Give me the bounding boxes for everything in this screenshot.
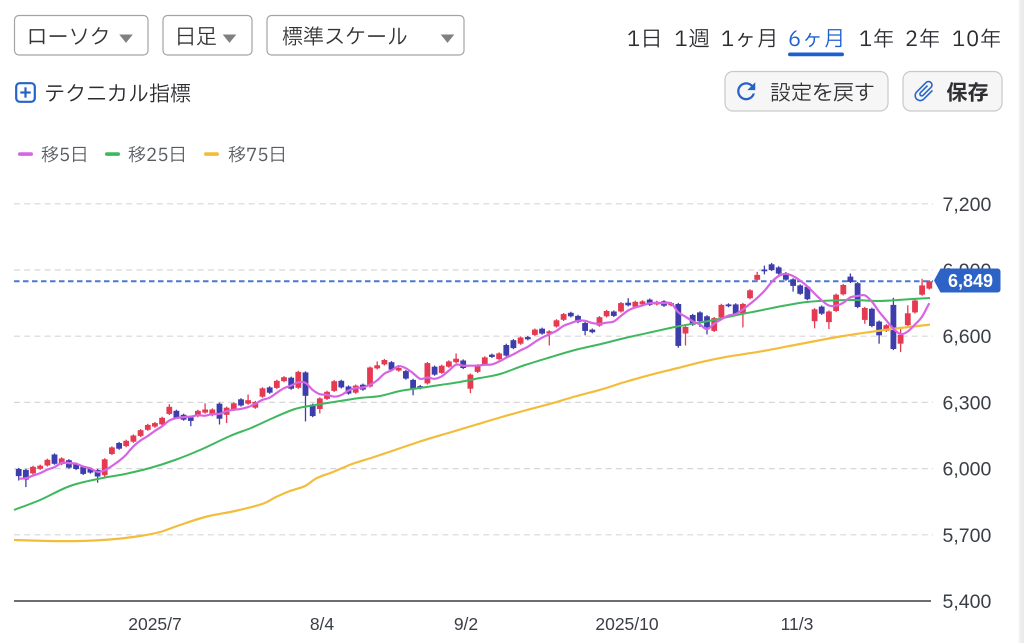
svg-text:5,700: 5,700 — [943, 525, 992, 547]
svg-text:8/4: 8/4 — [310, 614, 335, 634]
svg-text:6,000: 6,000 — [943, 459, 992, 481]
svg-text:9/2: 9/2 — [454, 614, 478, 634]
svg-text:5,400: 5,400 — [943, 591, 992, 613]
svg-text:11/3: 11/3 — [781, 614, 814, 634]
svg-text:6,849: 6,849 — [948, 271, 993, 291]
svg-text:2025/10: 2025/10 — [595, 614, 659, 634]
svg-text:2025/7: 2025/7 — [128, 614, 182, 634]
svg-text:7,200: 7,200 — [943, 194, 992, 216]
svg-text:6,600: 6,600 — [943, 326, 992, 348]
svg-text:6,300: 6,300 — [943, 392, 992, 414]
